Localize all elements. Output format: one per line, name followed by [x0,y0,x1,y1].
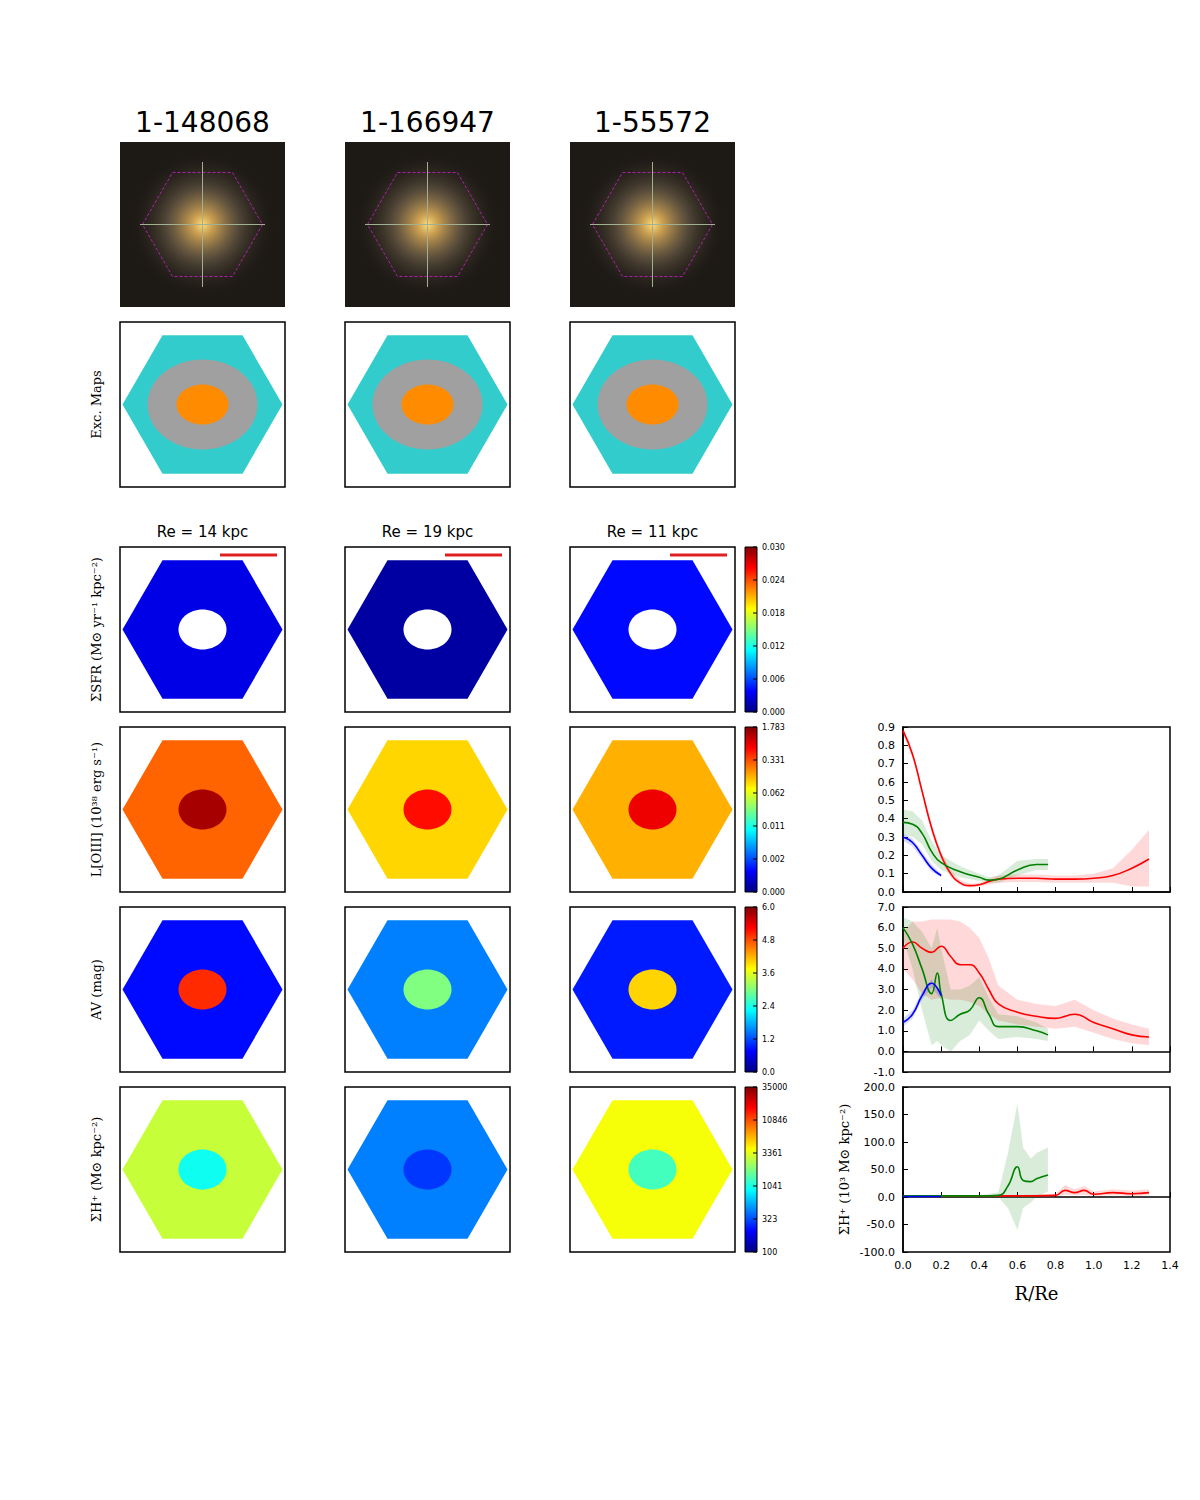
svg-text:AV (mag): AV (mag) [89,959,104,1021]
svg-text:0.006: 0.006 [762,675,785,684]
svg-text:1-166947: 1-166947 [360,106,495,139]
svg-text:0.1: 0.1 [878,867,896,880]
svg-text:0.9: 0.9 [878,721,896,734]
svg-text:0.000: 0.000 [762,708,785,717]
svg-text:2.0: 2.0 [878,1004,896,1017]
svg-text:0.8: 0.8 [1047,1259,1065,1272]
svg-text:0.2: 0.2 [878,849,896,862]
svg-text:4.0: 4.0 [878,962,896,975]
svg-text:3.0: 3.0 [878,983,896,996]
svg-text:0.4: 0.4 [878,812,896,825]
svg-text:R/Re: R/Re [1015,1283,1059,1304]
svg-text:0.5: 0.5 [878,794,896,807]
svg-text:0.0: 0.0 [878,1191,896,1204]
svg-text:7.0: 7.0 [878,901,896,914]
svg-text:ΣH⁺ (10³ M⊙ kpc⁻²): ΣH⁺ (10³ M⊙ kpc⁻²) [837,1104,852,1235]
svg-text:0.012: 0.012 [762,642,785,651]
svg-text:0.7: 0.7 [878,757,896,770]
svg-text:1.2: 1.2 [762,1035,775,1044]
svg-text:6.0: 6.0 [762,903,775,912]
svg-text:0.0: 0.0 [878,1045,896,1058]
svg-text:1-148068: 1-148068 [135,106,270,139]
svg-text:Exc. Maps: Exc. Maps [89,370,104,438]
svg-text:50.0: 50.0 [871,1163,896,1176]
svg-text:0.4: 0.4 [971,1259,989,1272]
svg-text:0.331: 0.331 [762,756,785,765]
svg-text:0.024: 0.024 [762,576,785,585]
svg-text:0.062: 0.062 [762,789,785,798]
svg-text:0.002: 0.002 [762,855,785,864]
svg-text:1.0: 1.0 [878,1024,896,1037]
svg-text:0.000: 0.000 [762,888,785,897]
svg-text:4.8: 4.8 [762,936,775,945]
svg-text:1.2: 1.2 [1123,1259,1141,1272]
svg-text:0.0: 0.0 [762,1068,775,1077]
svg-text:1.4: 1.4 [1161,1259,1179,1272]
svg-text:0.018: 0.018 [762,609,785,618]
svg-text:L[OIII] (10³⁸ erg s⁻¹): L[OIII] (10³⁸ erg s⁻¹) [89,742,104,877]
svg-text:100.0: 100.0 [864,1136,896,1149]
svg-text:100: 100 [762,1248,777,1257]
svg-text:3361: 3361 [762,1149,782,1158]
svg-text:0.0: 0.0 [894,1259,912,1272]
svg-text:2.4: 2.4 [762,1002,775,1011]
svg-text:6.0: 6.0 [878,921,896,934]
svg-text:Re = 11 kpc: Re = 11 kpc [607,523,698,541]
svg-text:1-55572: 1-55572 [594,106,711,139]
svg-text:150.0: 150.0 [864,1108,896,1121]
svg-text:-100.0: -100.0 [860,1246,895,1259]
svg-text:1.0: 1.0 [1085,1259,1103,1272]
svg-text:200.0: 200.0 [864,1081,896,1094]
svg-text:0.6: 0.6 [878,776,896,789]
svg-text:-50.0: -50.0 [867,1218,895,1231]
svg-text:0.6: 0.6 [1009,1259,1027,1272]
svg-text:0.011: 0.011 [762,822,785,831]
svg-text:-1.0: -1.0 [874,1066,895,1079]
svg-text:ΣH⁺ (M⊙ kpc⁻²): ΣH⁺ (M⊙ kpc⁻²) [89,1117,104,1223]
svg-text:0.2: 0.2 [932,1259,950,1272]
svg-text:ΣSFR (M⊙ yr⁻¹ kpc⁻²): ΣSFR (M⊙ yr⁻¹ kpc⁻²) [89,557,104,702]
svg-text:5.0: 5.0 [878,942,896,955]
svg-text:1041: 1041 [762,1182,782,1191]
svg-text:Re = 14 kpc: Re = 14 kpc [157,523,248,541]
svg-text:1.783: 1.783 [762,723,785,732]
svg-text:3.6: 3.6 [762,969,775,978]
svg-text:35000: 35000 [762,1083,787,1092]
svg-text:0.0: 0.0 [878,886,896,899]
svg-text:0.3: 0.3 [878,831,896,844]
svg-text:323: 323 [762,1215,777,1224]
svg-text:Re = 19 kpc: Re = 19 kpc [382,523,473,541]
svg-text:0.030: 0.030 [762,543,785,552]
svg-text:0.8: 0.8 [878,739,896,752]
svg-text:10846: 10846 [762,1116,787,1125]
